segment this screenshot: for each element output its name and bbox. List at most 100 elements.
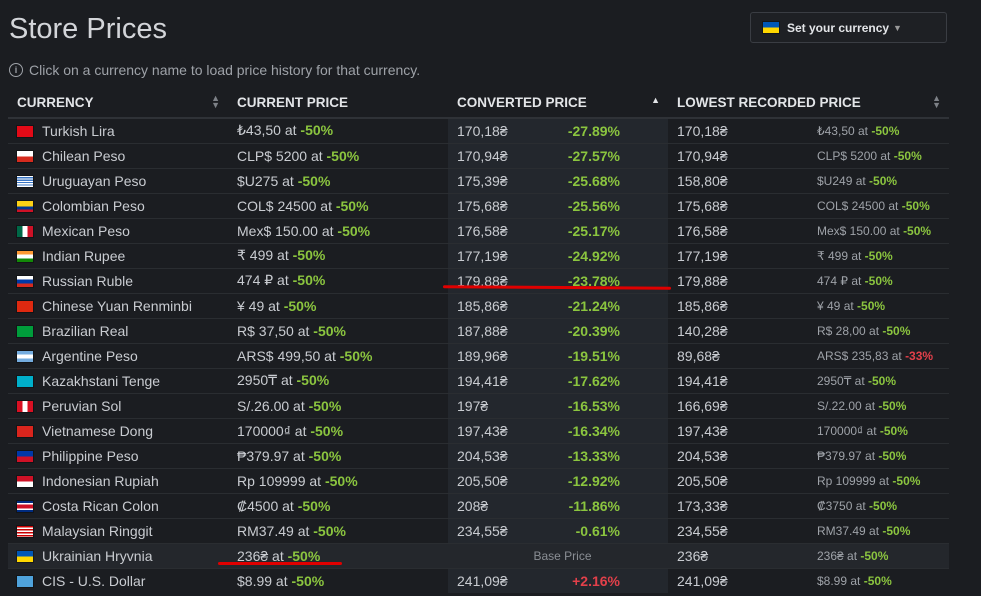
discount-badge: -50%: [860, 548, 889, 563]
currency-name[interactable]: Uruguayan Peso: [42, 172, 147, 189]
lowest-original-price-cell: ¥ 49 at -50%: [817, 298, 886, 313]
currency-name[interactable]: Kazakhstani Tenge: [42, 372, 161, 389]
currency-name-cell[interactable]: Colombian Peso: [8, 193, 228, 218]
currency-name-cell[interactable]: Chinese Yuan Renminbi: [8, 293, 228, 318]
lowest-price-cell: 170,18₴: [677, 122, 728, 139]
table-row: Chinese Yuan Renminbi ¥ 49 at -50% 185,86…: [8, 293, 950, 318]
converted-price-cell: 170,18₴: [448, 118, 558, 143]
currency-name[interactable]: Chilean Peso: [42, 147, 126, 164]
currency-name[interactable]: Chinese Yuan Renminbi: [42, 297, 192, 314]
currency-name-cell[interactable]: Brazilian Real: [8, 318, 228, 343]
currency-name-cell[interactable]: Russian Ruble: [8, 268, 228, 293]
discount-badge: -50%: [901, 198, 930, 213]
price-difference-cell: -13.33%: [558, 443, 668, 468]
currency-name-cell[interactable]: CIS - U.S. Dollar: [8, 568, 228, 593]
discount-badge: -50%: [300, 122, 334, 139]
currency-name[interactable]: CIS - U.S. Dollar: [42, 572, 146, 589]
table-row: Argentine Peso ARS$ 499,50 at -50% 189,96…: [8, 343, 950, 368]
ukraine-flag-icon: [763, 22, 779, 33]
currency-name-cell[interactable]: Indonesian Rupiah: [8, 468, 228, 493]
price-difference-cell: -25.56%: [558, 193, 668, 218]
lowest-original-price-cell: RM37.49 at -50%: [817, 523, 911, 538]
discount-badge: -50%: [892, 473, 921, 488]
discount-badge: -50%: [310, 422, 344, 439]
hint-text: i Click on a currency name to load price…: [9, 62, 420, 78]
table-row: Uruguayan Peso $U275 at -50% 175,39₴ -25.…: [8, 168, 950, 193]
table-row: Indonesian Rupiah Rp 109999 at -50% 205,5…: [8, 468, 950, 493]
lowest-price-cell: 176,58₴: [677, 222, 728, 239]
currency-name[interactable]: Costa Rican Colon: [42, 497, 159, 514]
lowest-price-cell: 158,80₴: [677, 172, 728, 189]
currency-name[interactable]: Mexican Peso: [42, 222, 130, 239]
converted-price-cell: 204,53₴: [448, 443, 558, 468]
current-price-cell: S/.26.00 at -50%: [237, 397, 342, 414]
current-price-cell: COL$ 24500 at -50%: [237, 197, 369, 214]
currency-name[interactable]: Brazilian Real: [42, 322, 129, 339]
currency-name-cell[interactable]: Ukrainian Hryvnia: [8, 543, 228, 568]
currency-name-cell[interactable]: Kazakhstani Tenge: [8, 368, 228, 393]
discount-badge: -50%: [297, 497, 331, 514]
currency-name[interactable]: Turkish Lira: [42, 122, 115, 139]
discount-badge: -50%: [297, 172, 331, 189]
lowest-original-price-cell: 170000₫ at -50%: [817, 423, 908, 438]
currency-name[interactable]: Indonesian Rupiah: [42, 472, 159, 489]
currency-name-cell[interactable]: Malaysian Ringgit: [8, 518, 228, 543]
discount-badge: -50%: [283, 297, 317, 314]
currency-name[interactable]: Malaysian Ringgit: [42, 522, 153, 539]
converted-price-cell: 176,58₴: [448, 218, 558, 243]
lowest-original-price-cell: $8.99 at -50%: [817, 573, 892, 588]
column-header-currency[interactable]: CURRENCY ▲ ▼: [8, 87, 228, 119]
converted-price-cell: 175,39₴: [448, 168, 558, 193]
currency-name[interactable]: Ukrainian Hryvnia: [42, 547, 153, 564]
table-row: Indian Rupee ₹ 499 at -50% 177,19₴ -24.92…: [8, 243, 950, 268]
lowest-original-price-cell: ₺43,50 at -50%: [817, 123, 900, 138]
currency-name[interactable]: Philippine Peso: [42, 447, 139, 464]
co-flag-icon: [17, 200, 33, 212]
discount-badge: -50%: [869, 173, 898, 188]
currency-name-cell[interactable]: Uruguayan Peso: [8, 168, 228, 193]
discount-badge: -50%: [864, 273, 893, 288]
discount-badge: -50%: [882, 323, 911, 338]
currency-name-cell[interactable]: Argentine Peso: [8, 343, 228, 368]
sort-icon: ▲ ▼: [932, 93, 942, 110]
currency-name-cell[interactable]: Turkish Lira: [8, 118, 228, 143]
currency-name[interactable]: Vietnamese Dong: [42, 422, 154, 439]
lowest-original-price-cell: S/.22.00 at -50%: [817, 398, 907, 413]
price-difference-cell: +2.16%: [558, 568, 668, 593]
lowest-original-price-cell: 474 ₽ at -50%: [817, 273, 893, 288]
converted-price-cell: 175,68₴: [448, 193, 558, 218]
discount-badge: -50%: [308, 447, 342, 464]
currency-name-cell[interactable]: Philippine Peso: [8, 443, 228, 468]
column-header-converted-price[interactable]: CONVERTED PRICE ▲: [448, 87, 668, 119]
discount-badge: -50%: [313, 522, 346, 539]
lowest-price-cell: 194,41₴: [677, 372, 728, 389]
column-header-current-price[interactable]: CURRENT PRICE: [228, 87, 448, 119]
lowest-original-price-cell: ₹ 499 at -50%: [817, 248, 893, 263]
discount-badge: -50%: [313, 322, 346, 339]
currency-name[interactable]: Russian Ruble: [42, 272, 134, 289]
vn-flag-icon: [17, 425, 33, 437]
table-row: CIS - U.S. Dollar $8.99 at -50% 241,09₴ +…: [8, 568, 950, 593]
currency-name-cell[interactable]: Chilean Peso: [8, 143, 228, 168]
currency-name-cell[interactable]: Costa Rican Colon: [8, 493, 228, 518]
cn-flag-icon: [17, 300, 33, 312]
currency-name[interactable]: Peruvian Sol: [42, 397, 122, 414]
currency-name[interactable]: Colombian Peso: [42, 197, 145, 214]
column-header-lowest-price[interactable]: LOWEST RECORDED PRICE ▲ ▼: [668, 87, 950, 119]
lowest-price-cell: 234,55₴: [677, 522, 728, 539]
converted-price-cell: 179,88₴: [448, 268, 558, 293]
currency-name-cell[interactable]: Peruvian Sol: [8, 393, 228, 418]
currency-name[interactable]: Indian Rupee: [42, 247, 126, 264]
my-flag-icon: [17, 525, 33, 537]
currency-name-cell[interactable]: Vietnamese Dong: [8, 418, 228, 443]
current-price-cell: $U275 at -50%: [237, 172, 331, 189]
price-difference-cell: -25.17%: [558, 218, 668, 243]
set-currency-button[interactable]: Set your currency ▼: [750, 12, 947, 43]
ph-flag-icon: [17, 450, 33, 462]
current-price-cell: 474 ₽ at -50%: [237, 272, 326, 288]
currency-name-cell[interactable]: Mexican Peso: [8, 218, 228, 243]
converted-price-cell: 234,55₴: [448, 518, 558, 543]
set-currency-label: Set your currency: [787, 20, 890, 35]
currency-name[interactable]: Argentine Peso: [42, 347, 138, 364]
currency-name-cell[interactable]: Indian Rupee: [8, 243, 228, 268]
